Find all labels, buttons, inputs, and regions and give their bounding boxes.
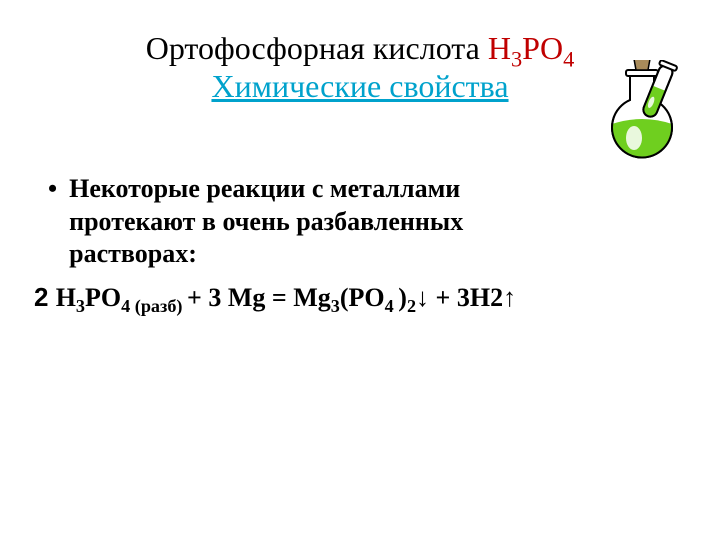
title-prefix: Ортофосфорная кислота (146, 30, 488, 66)
eq-sub4b: 4 (385, 296, 399, 316)
eq-dil: (разб) (135, 296, 187, 316)
eq-sub3b: 3 (331, 296, 340, 316)
eq-sub3a: 3 (76, 296, 85, 316)
eq-down: ↓ (416, 283, 429, 312)
eq-coef1: 2 (34, 282, 56, 312)
eq-plus1: + 3 Mg = Mg (187, 283, 331, 312)
eq-sub2: 2 (407, 296, 416, 316)
eq-sub4a: 4 (121, 296, 135, 316)
bullet-item: • Некоторые реакции с металлами протекаю… (48, 173, 680, 271)
flask-icon (592, 60, 692, 180)
eq-plus2: + 3H2 (429, 283, 503, 312)
eq-H: H (56, 283, 76, 312)
title-subtitle: Химические свойства (40, 68, 680, 105)
bullet-text: Некоторые реакции с металлами протекают … (69, 173, 569, 271)
title-formula: H3PO4 (488, 30, 574, 66)
bullet-dot: • (48, 173, 57, 206)
title-block: Ортофосфорная кислота H3PO4 Химические с… (40, 28, 680, 105)
eq-close: ) (398, 283, 407, 312)
slide: Ортофосфорная кислота H3PO4 Химические с… (0, 0, 720, 540)
reaction-equation: 2 H3PO4 (разб) + 3 Mg = Mg3(PO4 )2↓ + 3H… (34, 281, 680, 318)
eq-open: (PO (340, 283, 385, 312)
body-block: • Некоторые реакции с металлами протекаю… (40, 173, 680, 317)
eq-PO: PO (85, 283, 121, 312)
title-line-1: Ортофосфорная кислота H3PO4 (40, 28, 680, 68)
flask-illustration (592, 60, 692, 180)
f-PO: PO (522, 30, 563, 66)
f-sub3: 3 (511, 46, 522, 71)
f-H: H (488, 30, 511, 66)
eq-up: ↑ (503, 283, 516, 312)
f-sub4: 4 (563, 46, 574, 71)
